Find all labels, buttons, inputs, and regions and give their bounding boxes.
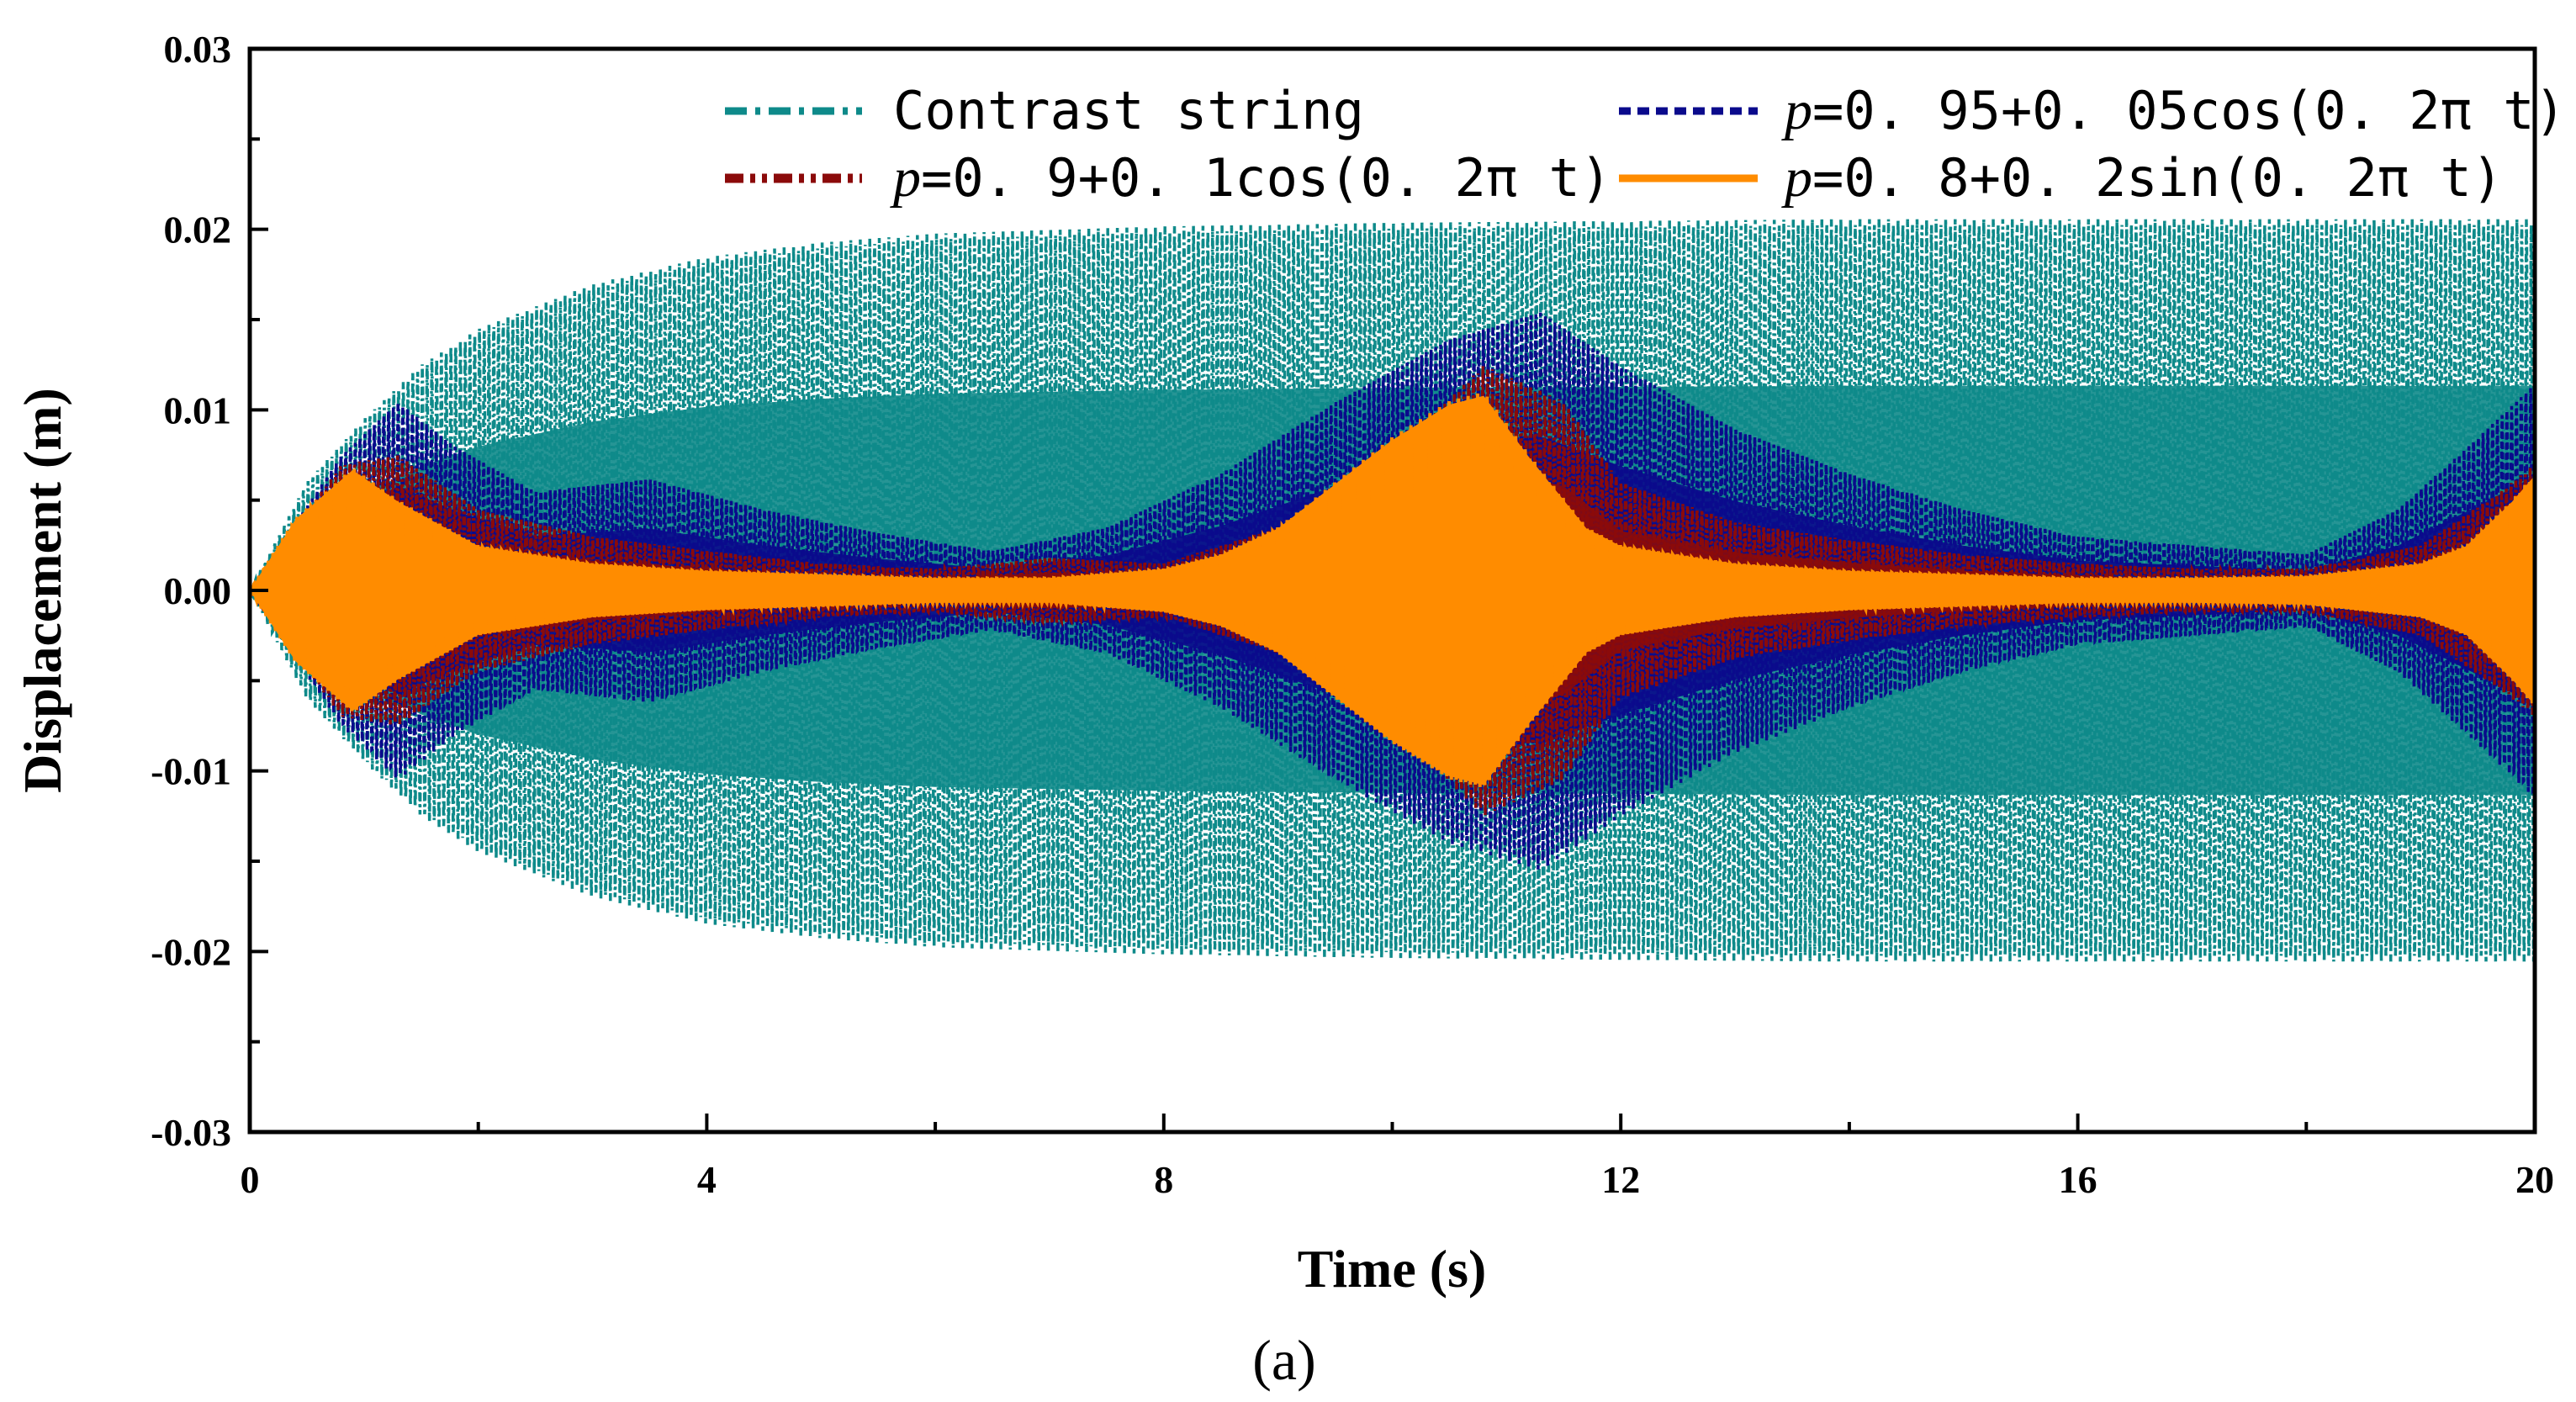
legend-p-rest: =0. 95+0. 05cos(0. 2π t) <box>1812 80 2566 141</box>
x-tick-label: 16 <box>2059 1158 2097 1201</box>
x-tick-label: 20 <box>2515 1158 2554 1201</box>
x-tick-label: 12 <box>1601 1158 1640 1201</box>
y-tick-label: 0.01 <box>164 389 232 431</box>
x-axis-title: Time (s) <box>1298 1239 1487 1299</box>
series-layer <box>250 219 2535 962</box>
y-tick-label: -0.01 <box>151 750 231 793</box>
legend-label-p095: p=0. 95+0. 05cos(0. 2π t) <box>1781 80 2566 141</box>
y-tick-label: 0.02 <box>164 209 232 251</box>
legend-label-p08: p=0. 8+0. 2sin(0. 2π t) <box>1781 147 2503 209</box>
legend-label-contrast: Contrast string <box>893 80 1364 141</box>
y-axis-ticks: -0.03 -0.02 -0.01 0.00 0.01 0.02 0.03 <box>151 28 268 1154</box>
legend: Contrast string p=0. 95+0. 05cos(0. 2π t… <box>725 80 2566 209</box>
x-tick-label: 4 <box>697 1158 717 1201</box>
legend-label-p09: p=0. 9+0. 1cos(0. 2π t) <box>890 147 1611 209</box>
x-tick-label: 8 <box>1154 1158 1173 1201</box>
legend-p-symbol: p <box>890 147 921 209</box>
y-axis-title: Displacement (m) <box>13 388 72 793</box>
y-tick-label: -0.02 <box>151 930 231 973</box>
legend-p-symbol: p <box>1781 147 1812 209</box>
x-tick-label: 0 <box>241 1158 260 1201</box>
legend-p-rest: =0. 9+0. 1cos(0. 2π t) <box>921 147 1611 209</box>
series-p08 <box>250 393 2535 787</box>
legend-p-symbol: p <box>1781 80 1812 141</box>
x-axis-ticks: 0 4 8 12 16 20 <box>241 1114 2554 1201</box>
legend-p-rest: =0. 8+0. 2sin(0. 2π t) <box>1812 147 2503 209</box>
y-tick-label: 0.03 <box>164 28 232 71</box>
figure-caption: (a) <box>1252 1328 1315 1392</box>
y-tick-label: 0.00 <box>164 569 232 612</box>
y-tick-label: -0.03 <box>151 1111 231 1154</box>
series-line <box>250 393 2535 787</box>
